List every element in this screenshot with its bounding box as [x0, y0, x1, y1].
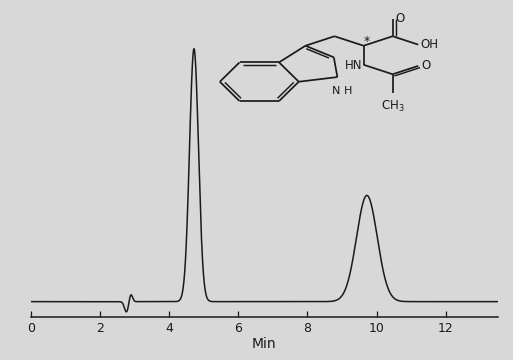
Text: HN: HN [345, 59, 362, 72]
Text: O: O [421, 59, 430, 72]
Text: CH$_3$: CH$_3$ [381, 99, 404, 114]
X-axis label: Min: Min [252, 337, 277, 351]
Text: O: O [396, 12, 405, 25]
Text: *: * [364, 35, 370, 48]
Text: H: H [343, 86, 352, 96]
Text: OH: OH [421, 38, 439, 51]
Text: N: N [332, 86, 340, 96]
